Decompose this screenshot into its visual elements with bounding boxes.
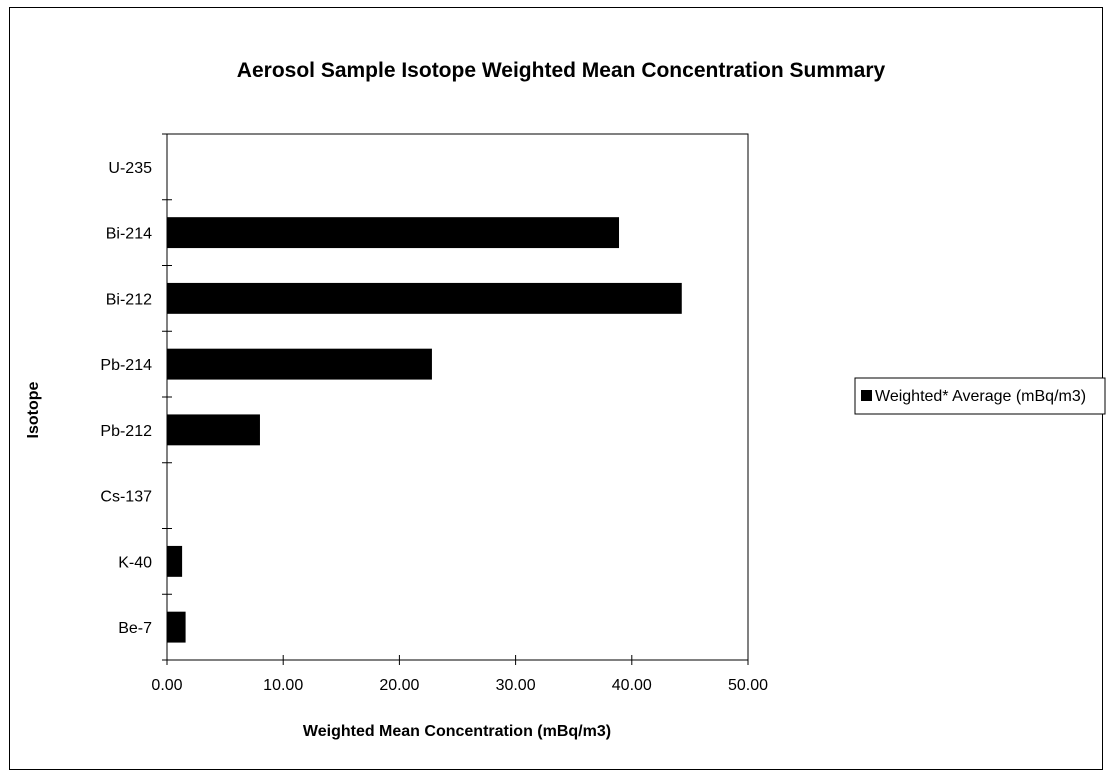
y-tick-label: Bi-214 — [106, 226, 152, 243]
y-tick-label: Bi-212 — [106, 291, 152, 308]
y-tick-label: Pb-214 — [100, 357, 152, 374]
y-tick-label: Pb-212 — [100, 423, 152, 440]
x-tick-label: 40.00 — [612, 677, 652, 694]
y-axis-label: Isotope — [25, 381, 42, 438]
plot-border — [166, 133, 749, 661]
plot-area: 0.00 10.00 20.00 30.00 40.00 50.00 U-235 Bi-214… — [100, 133, 768, 694]
y-tick-label: U-235 — [108, 160, 152, 177]
x-tick-label: 20.00 — [379, 677, 419, 694]
y-tick-label: K-40 — [118, 554, 152, 571]
x-axis-label: Weighted Mean Concentration (mBq/m3) — [303, 723, 611, 740]
legend-label: Weighted* Average (mBq/m3) — [875, 388, 1086, 405]
legend: Weighted* Average (mBq/m3) — [854, 377, 1106, 415]
y-tick-label: Cs-137 — [100, 489, 152, 506]
legend-frame — [854, 377, 1106, 415]
x-tick-label: 30.00 — [496, 677, 536, 694]
bar — [167, 414, 260, 446]
chart-title: Aerosol Sample Isotope Weighted Mean Con… — [237, 59, 886, 82]
x-tick-label: 10.00 — [263, 677, 303, 694]
x-tick-label: 0.00 — [151, 677, 182, 694]
bar — [167, 217, 620, 249]
legend-swatch — [861, 390, 872, 401]
x-tick-label: 50.00 — [728, 677, 768, 694]
bar — [167, 282, 682, 314]
y-tick-label: Be-7 — [118, 620, 152, 637]
bar — [167, 545, 183, 577]
bar — [167, 611, 186, 643]
bar — [167, 348, 432, 380]
